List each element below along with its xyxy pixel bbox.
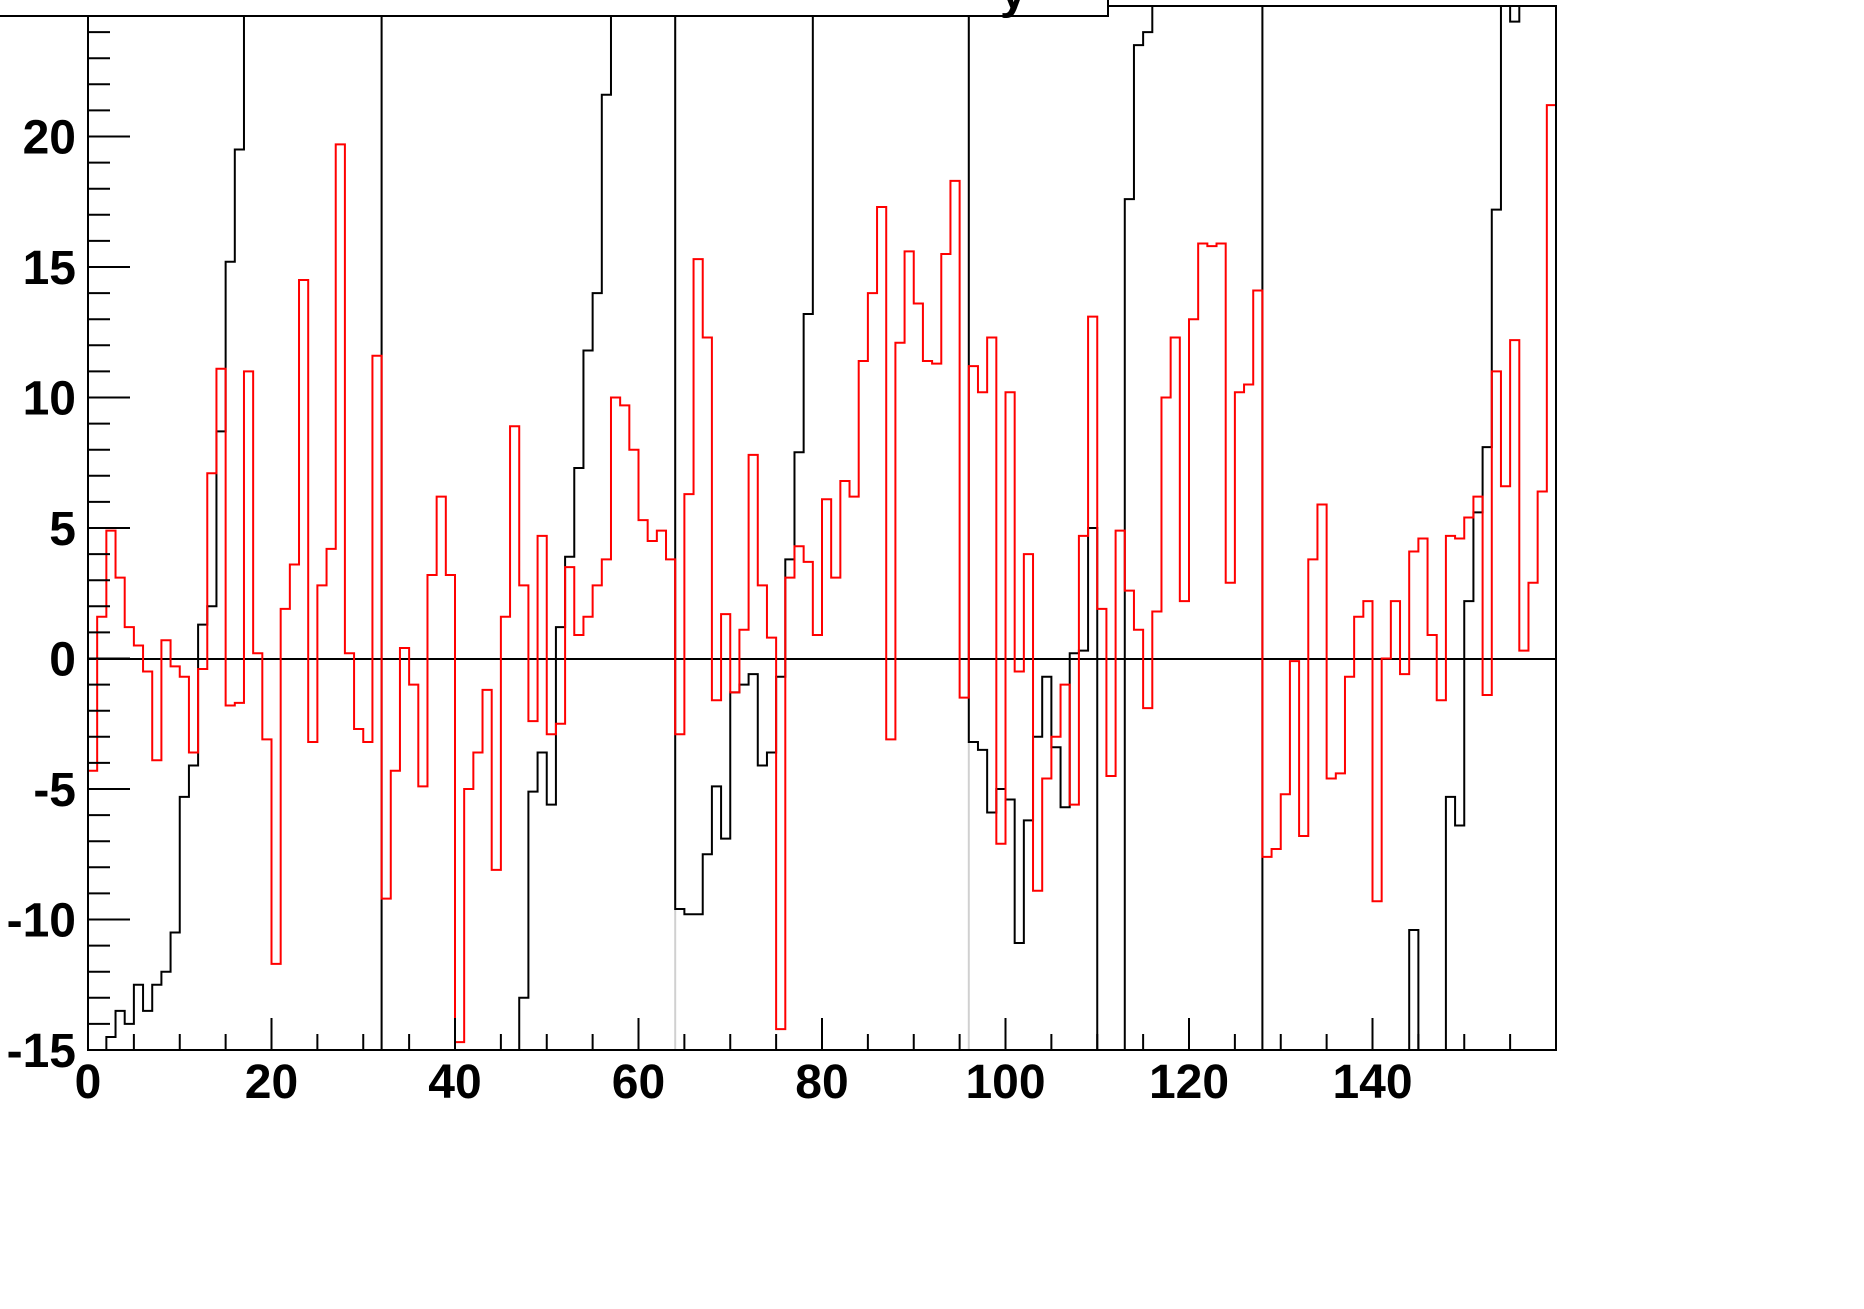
- y-axis-ticks: [88, 5, 130, 1051]
- y-tick-label-5: 5: [49, 503, 76, 556]
- x-tick-label-0: 0: [75, 1056, 102, 1109]
- y-tick-label-10: 10: [23, 373, 76, 426]
- x-tick-label-140: 140: [1332, 1056, 1412, 1109]
- x-tick-label-60: 60: [612, 1056, 665, 1109]
- series-2-line: [88, 104, 1556, 1044]
- y-tick-label-20: 20: [23, 112, 76, 165]
- series-layer: [88, 6, 1556, 1050]
- x-tick-label-80: 80: [795, 1056, 848, 1109]
- y-tick-label-15: 15: [23, 242, 76, 295]
- y-tick-label-0: 0: [49, 634, 76, 687]
- x-tick-label-100: 100: [965, 1056, 1045, 1109]
- title-box-label: y: [1000, 0, 1027, 19]
- x-axis-tick-labels: 0 20 40 60 80 100 120 140: [75, 1056, 1413, 1109]
- title-box-frame: [0, 0, 1109, 17]
- x-axis-ticks: [87, 1018, 1512, 1050]
- series-1-line: [105, 6, 1556, 1050]
- y-axis-tick-labels: -15 -10 -5 0 5 10 15 20: [7, 112, 76, 1079]
- x-tick-label-20: 20: [245, 1056, 298, 1109]
- y-tick-label--5: -5: [33, 764, 76, 817]
- x-tick-label-120: 120: [1149, 1056, 1229, 1109]
- y-tick-label--15: -15: [7, 1025, 76, 1078]
- y-tick-label--10: -10: [7, 895, 76, 948]
- title-box: y: [0, 0, 1109, 19]
- x-tick-label-40: 40: [428, 1056, 481, 1109]
